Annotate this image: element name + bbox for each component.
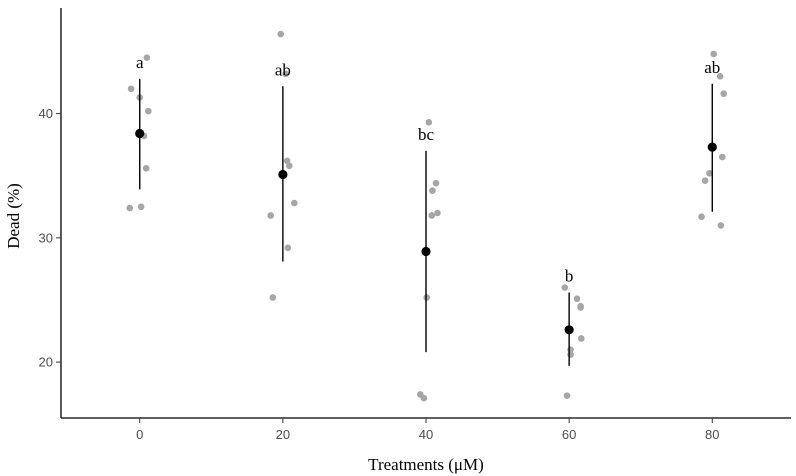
treatment-group-60: b	[561, 267, 585, 399]
y-tick-label: 30	[39, 230, 53, 245]
data-point	[567, 351, 574, 358]
data-point	[434, 209, 441, 217]
data-point	[563, 392, 571, 399]
data-point	[710, 50, 718, 58]
x-tick-label: 20	[276, 427, 290, 442]
data-point	[429, 187, 436, 194]
data-point	[718, 153, 726, 161]
significance-label: ab	[704, 58, 720, 77]
data-point	[282, 70, 290, 78]
data-point	[577, 304, 584, 311]
y-axis-title: Dead (%)	[4, 183, 23, 249]
treatment-group-40: bc	[416, 119, 441, 402]
data-point	[145, 107, 152, 115]
x-tick-label: 0	[136, 427, 143, 442]
data-point	[277, 30, 285, 38]
data-point	[716, 73, 724, 80]
data-point	[420, 394, 428, 402]
data-point	[432, 179, 440, 187]
significance-label: b	[565, 267, 574, 286]
x-tick-label: 40	[419, 427, 433, 442]
mean-point	[707, 142, 717, 152]
plot-area: a ab bc b ab	[126, 30, 728, 402]
data-point	[720, 90, 728, 98]
x-axis-title: Treatments (μM)	[368, 455, 484, 474]
data-point	[286, 162, 293, 170]
data-point	[291, 199, 298, 207]
treatment-group-80: ab	[698, 50, 728, 229]
data-point	[717, 222, 725, 229]
data-point	[561, 284, 569, 291]
treatment-group-20: ab	[267, 30, 298, 301]
data-point	[126, 204, 134, 212]
data-point	[428, 212, 436, 219]
data-point	[578, 335, 585, 342]
y-tick-label: 20	[39, 355, 53, 370]
y-axis-ticks: 20 30 40	[39, 106, 61, 370]
data-point	[137, 203, 145, 211]
data-point	[284, 244, 292, 252]
y-tick-label: 40	[39, 106, 53, 121]
data-point	[573, 295, 581, 303]
significance-label: ab	[275, 60, 291, 79]
data-point	[267, 212, 275, 219]
data-point	[127, 85, 135, 93]
significance-label: a	[136, 53, 144, 72]
significance-label: bc	[418, 125, 435, 144]
data-point	[423, 294, 431, 301]
data-point	[269, 294, 277, 301]
data-point	[283, 157, 291, 165]
x-tick-label: 80	[705, 427, 719, 442]
mean-point	[135, 128, 145, 139]
x-tick-label: 60	[562, 427, 576, 442]
data-point	[698, 213, 705, 221]
data-point	[701, 177, 709, 184]
data-point	[142, 164, 150, 172]
x-axis-ticks: 0 20 40 60 80	[136, 418, 720, 442]
data-point	[143, 54, 151, 61]
data-point	[425, 119, 433, 126]
mean-point	[421, 246, 431, 257]
mean-point	[278, 169, 288, 180]
data-point	[706, 169, 713, 177]
mean-point	[564, 325, 574, 335]
treatment-group-0: a	[126, 53, 152, 212]
